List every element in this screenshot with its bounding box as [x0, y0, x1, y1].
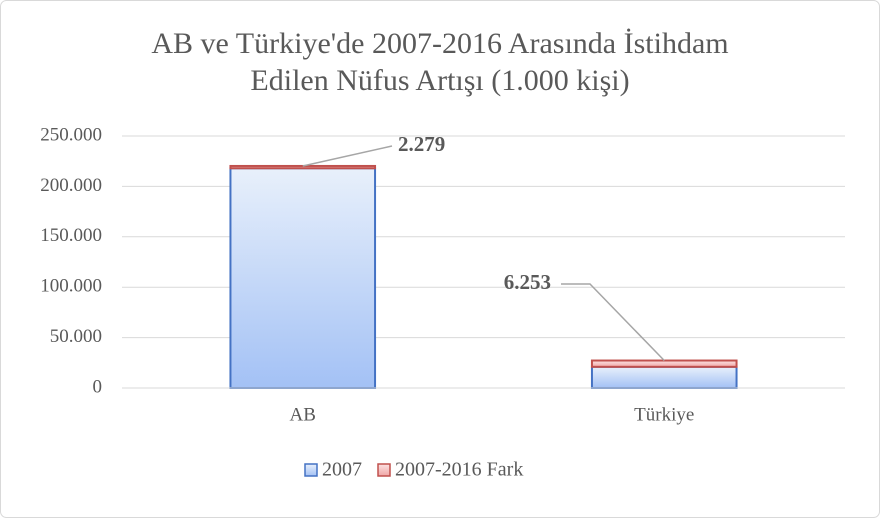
- y-tick-label: 150.000: [40, 225, 102, 246]
- bar-segment: [590, 365, 738, 389]
- y-tick-label: 250.000: [40, 124, 102, 145]
- legend-swatch: [377, 463, 391, 477]
- bar-segment: [229, 167, 377, 389]
- data-label: 2.279: [398, 132, 445, 156]
- y-tick-label: 100.000: [40, 276, 102, 297]
- bar-segment: [590, 359, 738, 368]
- leader-line: [302, 145, 393, 167]
- bar-segment: [229, 164, 377, 170]
- legend-label: 2007: [322, 459, 362, 481]
- y-tick-label: 50.000: [50, 326, 102, 347]
- data-label: 6.253: [504, 270, 551, 294]
- chart-title: AB ve Türkiye'de 2007-2016 Arasında İsti…: [151, 27, 728, 60]
- legend-swatch: [304, 463, 318, 477]
- legend-label: 2007-2016 Fark: [395, 459, 523, 481]
- x-tick-label: Türkiye: [634, 404, 694, 425]
- y-tick-label: 0: [93, 376, 103, 397]
- x-tick-label: AB: [290, 404, 316, 425]
- y-tick-label: 200.000: [40, 175, 102, 196]
- chart-title: Edilen Nüfus Artışı (1.000 kişi): [250, 64, 629, 97]
- leader-line: [561, 283, 665, 362]
